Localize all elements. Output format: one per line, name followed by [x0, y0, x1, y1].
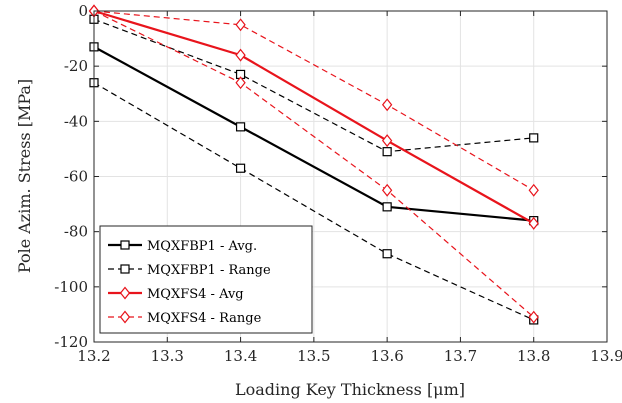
x-tick-label: 13.4 — [224, 347, 257, 365]
data-point — [235, 122, 246, 132]
x-axis-ticks: 13.2 13.3 13.4 13.5 13.6 13.7 13.8 13.9 — [77, 11, 622, 365]
x-tick-label: 13.8 — [517, 347, 550, 365]
series-4 — [88, 4, 539, 197]
y-tick-label: -60 — [64, 168, 88, 186]
y-axis-ticks: 0 -20 -40 -60 -80 -100 -120 — [54, 2, 607, 351]
y-tick-label: -120 — [54, 333, 88, 351]
series-line — [93, 18, 534, 153]
y-tick-label: -40 — [64, 112, 88, 130]
x-tick-label: 13.9 — [590, 347, 622, 365]
data-point — [381, 98, 393, 112]
data-point — [382, 249, 392, 259]
legend-marker — [119, 310, 131, 324]
x-tick-label: 13.5 — [297, 347, 330, 365]
data-point — [235, 48, 246, 62]
legend-box — [99, 225, 313, 334]
legend-marker — [120, 264, 130, 274]
data-point — [382, 147, 392, 157]
data-point — [529, 133, 539, 143]
data-point — [235, 163, 246, 173]
data-point — [235, 18, 246, 32]
x-tick-label: 13.3 — [151, 347, 184, 365]
series-5 — [88, 4, 539, 324]
legend: MQXFBP1 - Avg. MQXFBP1 - Range MQXFS4 - Av… — [99, 225, 313, 334]
series-line — [93, 45, 534, 222]
data-point — [528, 310, 539, 324]
y-tick-label: -20 — [64, 57, 88, 75]
series-line — [93, 10, 535, 318]
data-point — [381, 183, 393, 197]
data-point — [528, 216, 539, 230]
legend-entry-label: MQXFS4 - Avg — [147, 287, 244, 302]
legend-entry-label: MQXFBP1 - Range — [147, 263, 271, 278]
plot-frame — [93, 10, 608, 343]
y-tick-label: -100 — [54, 278, 88, 296]
series-line — [93, 82, 534, 321]
data-point — [381, 134, 393, 148]
x-tick-label: 13.2 — [77, 347, 110, 365]
legend-entry-label: MQXFS4 - Range — [147, 311, 262, 326]
legend-marker — [119, 286, 131, 300]
legend-marker — [120, 240, 130, 250]
data-point — [382, 202, 392, 212]
x-tick-label: 13.7 — [444, 347, 477, 365]
y-tick-label: 0 — [78, 2, 88, 20]
series-line — [93, 10, 535, 191]
y-axis-label: Pole Azim. Stress [MPa] — [15, 79, 34, 273]
data-point — [235, 76, 246, 90]
x-tick-label: 13.6 — [370, 347, 403, 365]
x-axis-label: Loading Key Thickness [μm] — [235, 380, 465, 399]
data-point — [528, 183, 539, 197]
series-group — [88, 4, 539, 325]
y-tick-label: -80 — [64, 223, 88, 241]
series-line — [93, 9, 535, 225]
legend-entry-label: MQXFBP1 - Avg. — [147, 239, 257, 254]
